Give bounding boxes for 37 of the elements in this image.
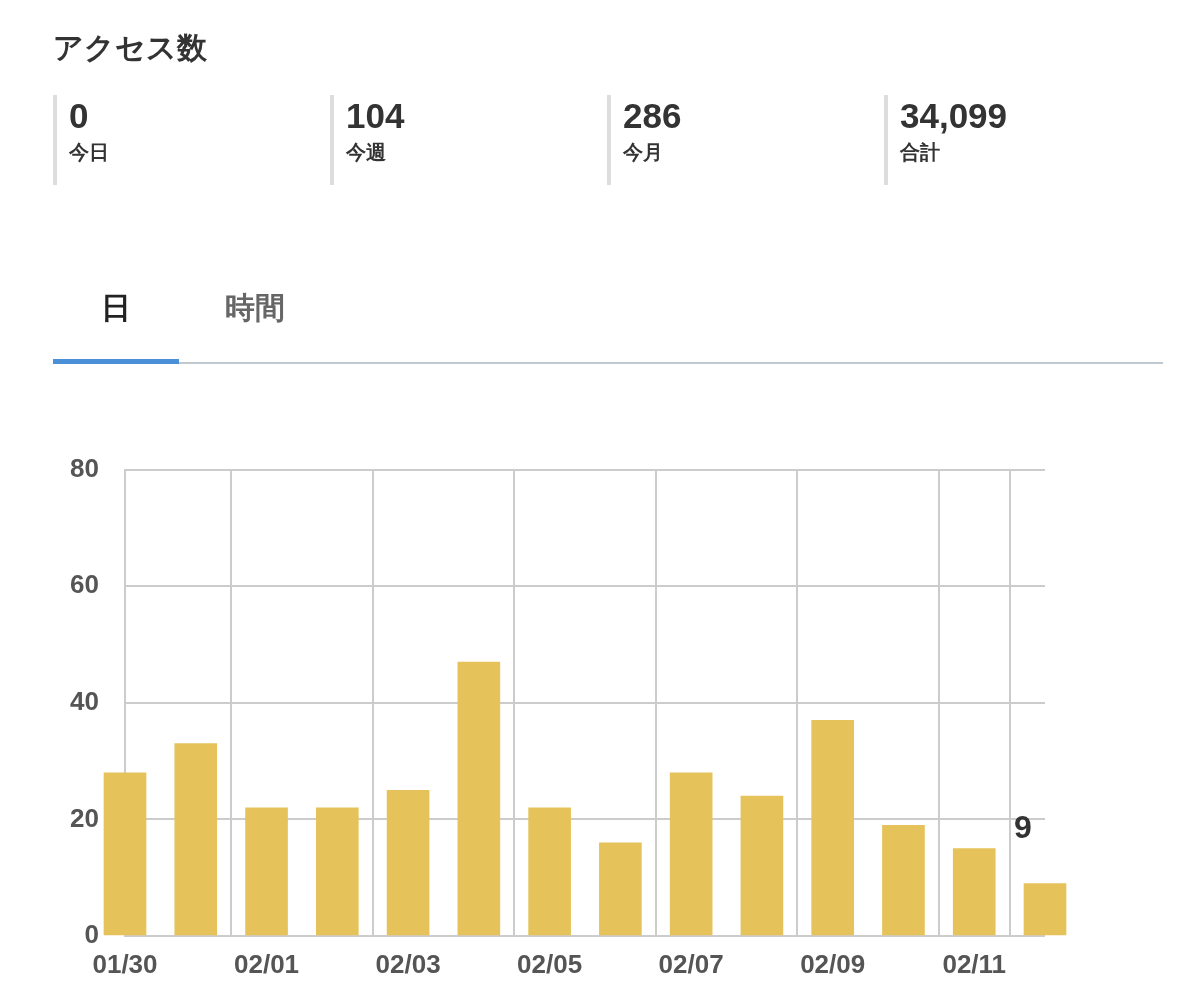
bar: [386, 789, 430, 936]
bar: [457, 661, 501, 936]
category-label: 今月: [623, 140, 664, 165]
y-tick-label: 80: [70, 452, 99, 483]
x-tick-label: 02/11: [942, 948, 1007, 979]
bar: [952, 848, 996, 936]
category-label: 今日: [69, 140, 110, 165]
bar: [1023, 883, 1067, 936]
x-tick-label: 02/01: [234, 948, 300, 979]
x-tick-label: 02/03: [375, 948, 441, 979]
bar: [599, 842, 642, 936]
bar: [669, 772, 713, 936]
text: 286: [623, 96, 682, 135]
y-tick-label: 40: [70, 685, 99, 716]
y-tick-label: 20: [70, 802, 99, 833]
x-tick-label: 02/09: [800, 948, 866, 979]
bar: [315, 807, 359, 936]
bar: [103, 772, 147, 936]
text: 日: [53, 278, 179, 364]
x-tick-label: 01/30: [92, 948, 158, 979]
x-tick-label: 02/07: [658, 948, 724, 979]
category-label: 今週: [346, 140, 387, 165]
bar: [245, 807, 288, 936]
bar: [882, 824, 925, 936]
y-tick-label: 60: [70, 569, 99, 600]
category-label: 合計: [900, 140, 941, 165]
bar: [174, 743, 218, 936]
text: 時間: [224, 290, 286, 326]
bar: [740, 795, 784, 936]
text: 104: [346, 96, 405, 135]
text: 34,099: [900, 96, 1008, 135]
x-tick-label: 02/05: [517, 948, 583, 979]
text: 9: [1014, 809, 1032, 846]
text: アクセス数: [53, 30, 208, 66]
bar: [811, 719, 855, 936]
y-tick-label: 0: [84, 919, 99, 950]
bar: [528, 807, 571, 936]
